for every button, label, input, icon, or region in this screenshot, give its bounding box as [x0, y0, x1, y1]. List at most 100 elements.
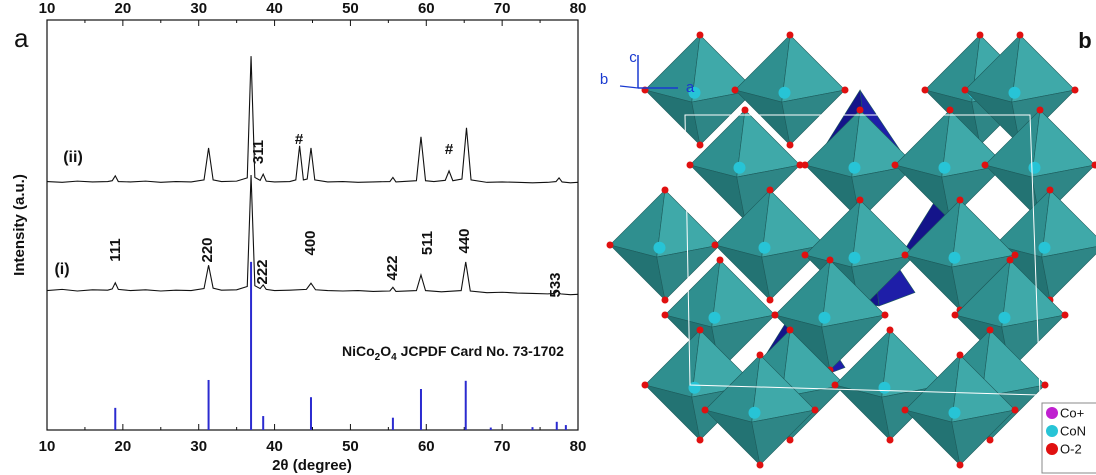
figure: a 2θ (degree) Intensity (a.u.) cbaCo+CoN… — [0, 0, 1096, 475]
o-atom — [1047, 187, 1054, 194]
o-atom — [957, 462, 964, 469]
xrd-trace — [47, 56, 578, 183]
x-tick-label-top: 50 — [342, 0, 359, 17]
peak-label: 511 — [419, 231, 436, 255]
x-tick-label-top: 80 — [570, 0, 587, 17]
o-atom — [697, 437, 704, 444]
axis-name: c — [629, 49, 637, 66]
x-axis-label: 2θ (degree) — [272, 457, 352, 474]
o-atom — [1012, 407, 1019, 414]
o-atom — [662, 312, 669, 319]
o-atom — [697, 142, 704, 149]
peak-label: 533 — [547, 272, 564, 297]
x-tick-label: 70 — [494, 438, 511, 455]
o-atom — [977, 32, 984, 39]
co-atom — [1009, 87, 1021, 99]
o-atom — [717, 257, 724, 264]
o-atom — [1037, 107, 1044, 114]
peak-label: 400 — [302, 230, 319, 255]
o-atom — [922, 87, 929, 94]
x-tick-label: 60 — [418, 438, 435, 455]
series-label: (i) — [54, 261, 69, 278]
o-atom — [662, 187, 669, 194]
co-atom — [849, 252, 861, 264]
co-atom — [1029, 162, 1041, 174]
legend-swatch — [1046, 425, 1058, 437]
peak-label: 111 — [107, 238, 124, 261]
axis-name: b — [600, 71, 608, 88]
x-tick-label: 30 — [190, 438, 207, 455]
peak-label: 422 — [384, 255, 401, 280]
panel-label: a — [14, 23, 29, 53]
y-axis-label: Intensity (a.u.) — [11, 174, 28, 276]
o-atom — [812, 407, 819, 414]
x-tick-label: 10 — [39, 438, 56, 455]
o-atom — [802, 162, 809, 169]
panel-label: b — [1078, 28, 1091, 53]
o-atom — [697, 32, 704, 39]
o-atom — [1042, 382, 1049, 389]
plot-frame — [47, 20, 578, 430]
o-atom — [787, 142, 794, 149]
legend-swatch — [1046, 407, 1058, 419]
co-atom — [849, 162, 861, 174]
o-atom — [1072, 87, 1079, 94]
o-atom — [857, 197, 864, 204]
x-tick-label-top: 40 — [266, 0, 283, 17]
legend-label: O-2 — [1060, 441, 1082, 456]
co-atom — [879, 382, 891, 394]
o-atom — [957, 197, 964, 204]
reference-label-part: NiCo — [342, 343, 375, 359]
o-atom — [882, 312, 889, 319]
o-atom — [902, 252, 909, 259]
o-atom — [697, 327, 704, 334]
o-atom — [1007, 257, 1014, 264]
legend-label: CoN — [1060, 423, 1086, 438]
x-tick-label: 20 — [115, 438, 132, 455]
o-atom — [757, 462, 764, 469]
o-atom — [732, 87, 739, 94]
x-tick-label: 80 — [570, 438, 587, 455]
o-atom — [1017, 32, 1024, 39]
o-atom — [787, 32, 794, 39]
o-atom — [1012, 252, 1019, 259]
o-atom — [757, 352, 764, 359]
o-atom — [767, 297, 774, 304]
o-atom — [887, 327, 894, 334]
legend-swatch — [1046, 443, 1058, 455]
reference-label-part: JCPDF Card No. 73-1702 — [397, 343, 564, 359]
peak-label: 440 — [456, 228, 473, 253]
co-atom — [999, 312, 1011, 324]
co-atom — [734, 162, 746, 174]
x-tick-label-top: 60 — [418, 0, 435, 17]
co-atom — [1039, 242, 1051, 254]
axis-arrow — [620, 86, 638, 88]
o-atom — [892, 162, 899, 169]
series-label: (ii) — [63, 149, 83, 166]
peak-label: 220 — [199, 237, 216, 262]
o-atom — [827, 257, 834, 264]
o-atom — [957, 352, 964, 359]
o-atom — [687, 162, 694, 169]
co-atom — [779, 87, 791, 99]
co-atom — [654, 242, 666, 254]
o-atom — [982, 162, 989, 169]
co-atom — [709, 312, 721, 324]
x-tick-label: 50 — [342, 438, 359, 455]
o-atom — [802, 252, 809, 259]
o-atom — [842, 87, 849, 94]
o-atom — [662, 297, 669, 304]
o-atom — [772, 312, 779, 319]
o-atom — [887, 437, 894, 444]
o-atom — [857, 107, 864, 114]
o-atom — [952, 312, 959, 319]
o-atom — [962, 87, 969, 94]
impurity-marker: # — [445, 141, 454, 158]
reference-label-part: O — [380, 343, 391, 359]
o-atom — [767, 187, 774, 194]
legend-label: Co+ — [1060, 405, 1084, 420]
o-atom — [1062, 312, 1069, 319]
impurity-marker: # — [295, 131, 304, 148]
co-atom — [949, 252, 961, 264]
